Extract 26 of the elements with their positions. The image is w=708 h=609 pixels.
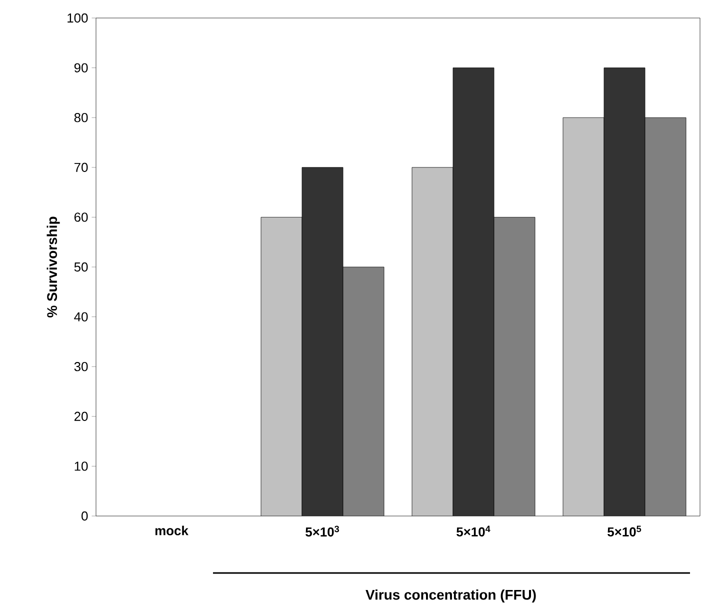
- y-axis-title: % Survivorship: [46, 216, 60, 318]
- y-tick-label: 0: [82, 511, 88, 521]
- y-tick-label: 80: [74, 113, 88, 122]
- y-tick-label: 50: [74, 262, 88, 272]
- y-tick-label: 10: [74, 462, 88, 471]
- y-tick-label: 30: [74, 362, 88, 372]
- y-tick-label: 100: [68, 13, 88, 23]
- x-tick-label: 5×10$^{4}$: [456, 526, 490, 536]
- y-tick-label: 20: [74, 412, 88, 421]
- bar: [260, 216, 302, 516]
- y-tick-label: 90: [74, 63, 88, 72]
- y-tick-label: 40: [74, 312, 88, 322]
- y-tick-label: 70: [74, 162, 88, 172]
- bar: [562, 117, 604, 516]
- y-tick-label: 60: [74, 212, 88, 222]
- x-tick-label: mock: [155, 526, 188, 536]
- x-tick-label: 5×10$^{5}$: [608, 526, 642, 536]
- bar: [494, 216, 536, 516]
- bar: [452, 68, 494, 516]
- bar: [342, 266, 384, 516]
- x-axis-title: Virus concentration (FFU): [366, 589, 536, 602]
- bar: [412, 167, 454, 516]
- bar: [302, 167, 344, 516]
- bar: [644, 117, 686, 516]
- bar: [604, 68, 646, 516]
- x-tick-label: 5×10$^{3}$: [306, 526, 340, 537]
